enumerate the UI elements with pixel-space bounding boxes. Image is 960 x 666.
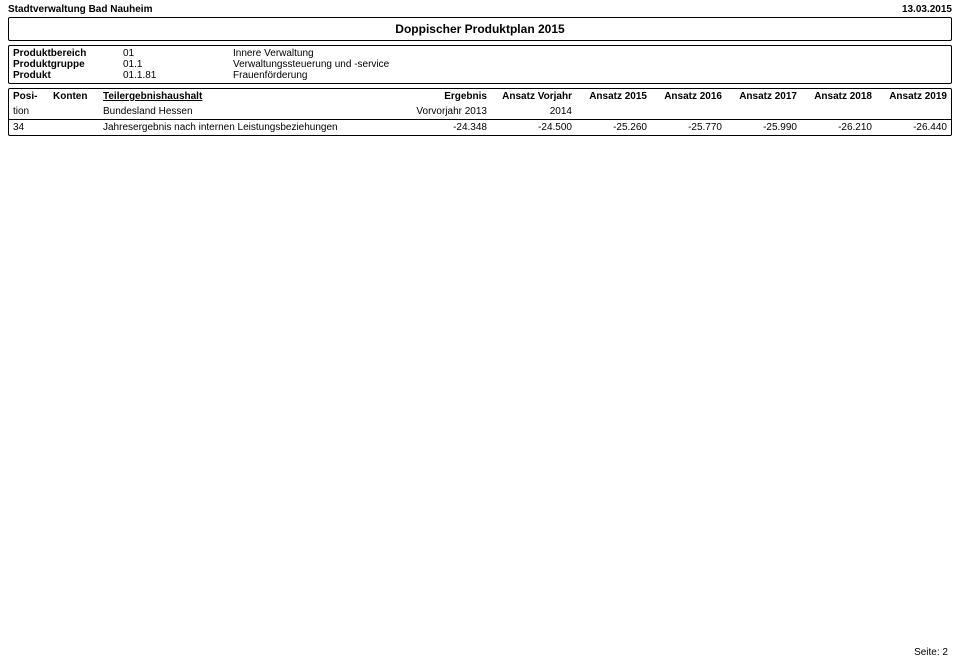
- meta-code: 01.1: [123, 59, 233, 70]
- page-footer: Seite: 2: [914, 647, 948, 658]
- col-2018: Ansatz 2018: [801, 89, 876, 104]
- org-name: Stadtverwaltung Bad Nauheim: [8, 4, 152, 15]
- table-header-row: Posi- Konten Teilergebnishaushalt Ergebn…: [9, 89, 951, 104]
- col-pos2: tion: [9, 104, 49, 120]
- col-2019: Ansatz 2019: [876, 89, 951, 104]
- cell-konten: [49, 120, 99, 136]
- meta-row: Produktbereich 01 Innere Verwaltung: [13, 48, 947, 59]
- col-2017: Ansatz 2017: [726, 89, 801, 104]
- product-meta: Produktbereich 01 Innere Verwaltung Prod…: [8, 45, 952, 84]
- col-2015: Ansatz 2015: [576, 89, 651, 104]
- meta-row: Produkt 01.1.81 Frauenförderung: [13, 70, 947, 81]
- results-table-box: Posi- Konten Teilergebnishaushalt Ergebn…: [8, 88, 952, 136]
- cell-c7: -26.440: [876, 120, 951, 136]
- col-konten: Konten: [49, 89, 99, 104]
- meta-code: 01: [123, 48, 233, 59]
- meta-desc: Frauenförderung: [233, 70, 947, 81]
- cell-c2: -24.500: [491, 120, 576, 136]
- results-table: Posi- Konten Teilergebnishaushalt Ergebn…: [9, 89, 951, 135]
- meta-row: Produktgruppe 01.1 Verwaltungssteuerung …: [13, 59, 947, 70]
- cell-pos: 34: [9, 120, 49, 136]
- col-c2b: 2014: [491, 104, 576, 120]
- meta-label: Produkt: [13, 70, 123, 81]
- meta-desc: Verwaltungssteuerung und -service: [233, 59, 947, 70]
- cell-c6: -26.210: [801, 120, 876, 136]
- col-teil2: Bundesland Hessen: [99, 104, 401, 120]
- meta-label: Produktbereich: [13, 48, 123, 59]
- col-2016: Ansatz 2016: [651, 89, 726, 104]
- col-pos: Posi-: [9, 89, 49, 104]
- cell-teil: Jahresergebnis nach internen Leistungsbe…: [99, 120, 401, 136]
- meta-code: 01.1.81: [123, 70, 233, 81]
- col-teil: Teilergebnishaushalt: [99, 89, 401, 104]
- col-konten2: [49, 104, 99, 120]
- cell-c1: -24.348: [401, 120, 491, 136]
- col-c1b: Vorvorjahr 2013: [401, 104, 491, 120]
- meta-label: Produktgruppe: [13, 59, 123, 70]
- col-vorjahr: Ansatz Vorjahr: [491, 89, 576, 104]
- cell-c4: -25.770: [651, 120, 726, 136]
- table-row: 34 Jahresergebnis nach internen Leistung…: [9, 120, 951, 136]
- table-header-row-2: tion Bundesland Hessen Vorvorjahr 2013 2…: [9, 104, 951, 120]
- col-ergebnis: Ergebnis: [401, 89, 491, 104]
- print-date: 13.03.2015: [902, 4, 952, 15]
- page-title: Doppischer Produktplan 2015: [8, 17, 952, 41]
- meta-desc: Innere Verwaltung: [233, 48, 947, 59]
- cell-c3: -25.260: [576, 120, 651, 136]
- cell-c5: -25.990: [726, 120, 801, 136]
